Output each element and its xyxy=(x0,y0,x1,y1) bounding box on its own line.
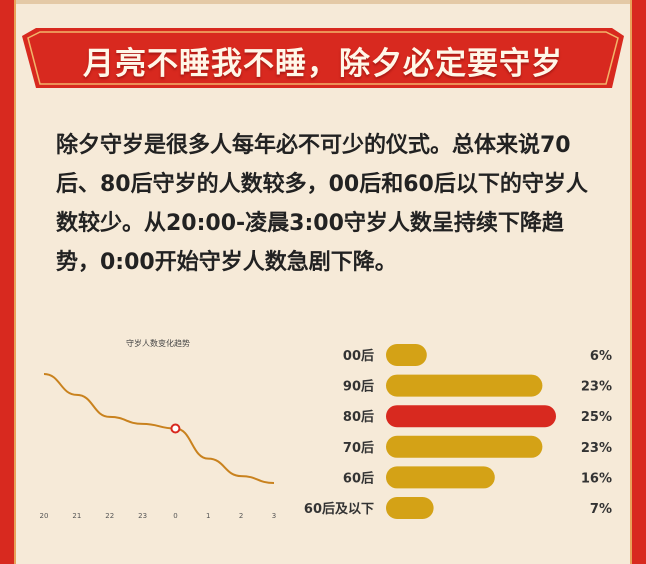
trend-line-chart: 守岁人数变化趋势 20 21 22 23 0 1 2 3 xyxy=(30,338,290,528)
bar-category-label: 60后 xyxy=(343,470,374,486)
x-tick-label: 20 xyxy=(40,512,49,520)
intro-paragraph: 除夕守岁是很多人每年必不可少的仪式。总体来说70后、80后守岁的人数较多，00后… xyxy=(56,133,588,275)
bar-value-label: 23% xyxy=(581,380,612,395)
x-tick-label: 22 xyxy=(105,512,114,520)
bar-value-label: 6% xyxy=(590,349,612,364)
trend-line xyxy=(43,373,275,485)
bar-value-label: 16% xyxy=(581,471,612,486)
banner-shape xyxy=(22,28,624,88)
bar xyxy=(386,435,543,458)
bar-value-label: 7% xyxy=(590,502,612,517)
bar-category-label: 80后 xyxy=(343,409,374,425)
line-chart-title: 守岁人数变化趋势 xyxy=(126,339,190,348)
x-tick-label: 23 xyxy=(138,512,147,520)
bar xyxy=(386,374,543,397)
x-tick-label: 1 xyxy=(206,512,210,520)
page-title: 月亮不睡我不睡，除夕必定要守岁 xyxy=(83,46,563,82)
left-border xyxy=(0,0,16,564)
x-tick-label: 3 xyxy=(272,512,276,520)
bar xyxy=(386,405,556,428)
bar-category-label: 70后 xyxy=(343,440,374,456)
x-tick-label: 2 xyxy=(239,512,243,520)
highlight-point xyxy=(170,423,181,434)
age-bar-chart: 00后 6% 90后 23% 80后 25% 70后 23% 60后 16% 60后及以下 7% xyxy=(290,340,630,530)
x-tick-label: 21 xyxy=(72,512,81,520)
bar-value-label: 25% xyxy=(581,410,612,425)
bar-value-label: 23% xyxy=(581,441,612,456)
bar-category-label: 90后 xyxy=(343,379,374,395)
bar-category-label: 00后 xyxy=(343,348,374,364)
line-chart-svg: 20 21 22 23 0 1 2 3 xyxy=(40,373,276,520)
bar xyxy=(386,466,495,489)
x-tick-label: 0 xyxy=(173,512,177,520)
bar xyxy=(386,497,434,519)
top-strip xyxy=(16,0,630,4)
bar-chart-svg: 00后 6% 90后 23% 80后 25% 70后 23% 60后 16% 60后及以下 7% xyxy=(304,344,612,519)
bar xyxy=(386,344,427,366)
title-banner: 月亮不睡我不睡，除夕必定要守岁 xyxy=(22,28,624,90)
right-border xyxy=(630,0,646,564)
bar-category-label: 60后及以下 xyxy=(304,501,374,517)
